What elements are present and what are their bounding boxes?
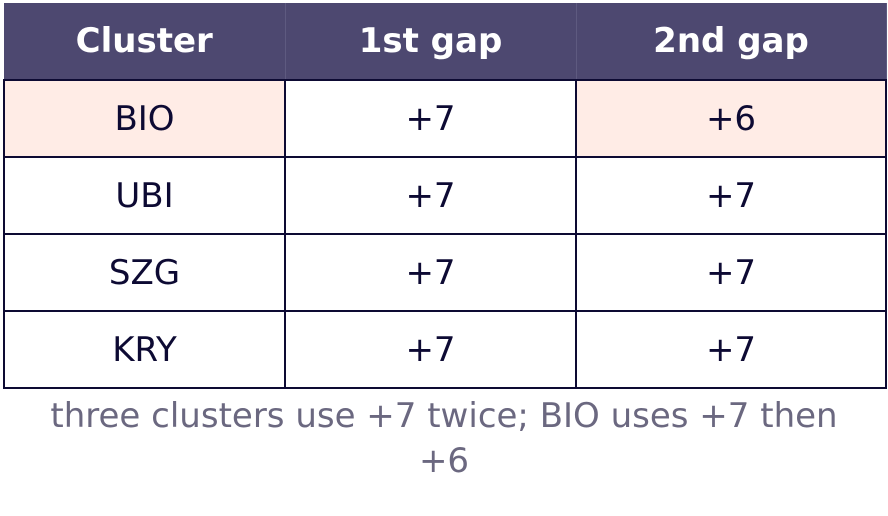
table-cell: +7 — [284, 156, 577, 235]
table-cell: BIO — [3, 79, 286, 158]
table-cell: +7 — [575, 233, 887, 312]
table-row: BIO +7 +6 — [3, 79, 887, 158]
table-cell: +7 — [284, 310, 577, 389]
table-cell: +6 — [575, 79, 887, 158]
caption: three clusters use +7 twice; BIO uses +7… — [50, 396, 838, 481]
header-row: Cluster 1st gap 2nd gap — [4, 3, 887, 80]
table-row: UBI +7 +7 — [3, 156, 887, 235]
table-header: Cluster 1st gap 2nd gap — [4, 3, 887, 80]
table-cell: KRY — [3, 310, 286, 389]
table-cell: +7 — [575, 310, 887, 389]
table-cell: +7 — [284, 79, 577, 158]
table-row: KRY +7 +7 — [3, 310, 887, 389]
table-cell: UBI — [3, 156, 286, 235]
table: Cluster 1st gap 2nd gap BIO +7 +6 UBI +7 +7 SZ… — [3, 3, 887, 389]
table-cell: SZG — [3, 233, 286, 312]
table-cell: +7 — [284, 233, 577, 312]
table-body: BIO +7 +6 UBI +7 +7 SZG +7 +7 KRY +7 +7 — [3, 79, 887, 389]
header-cell: 2nd gap — [576, 3, 887, 80]
table-cell: +7 — [575, 156, 887, 235]
table-row: SZG +7 +7 — [3, 233, 887, 312]
header-cell: 1st gap — [285, 3, 577, 80]
header-cell: Cluster — [4, 3, 286, 80]
